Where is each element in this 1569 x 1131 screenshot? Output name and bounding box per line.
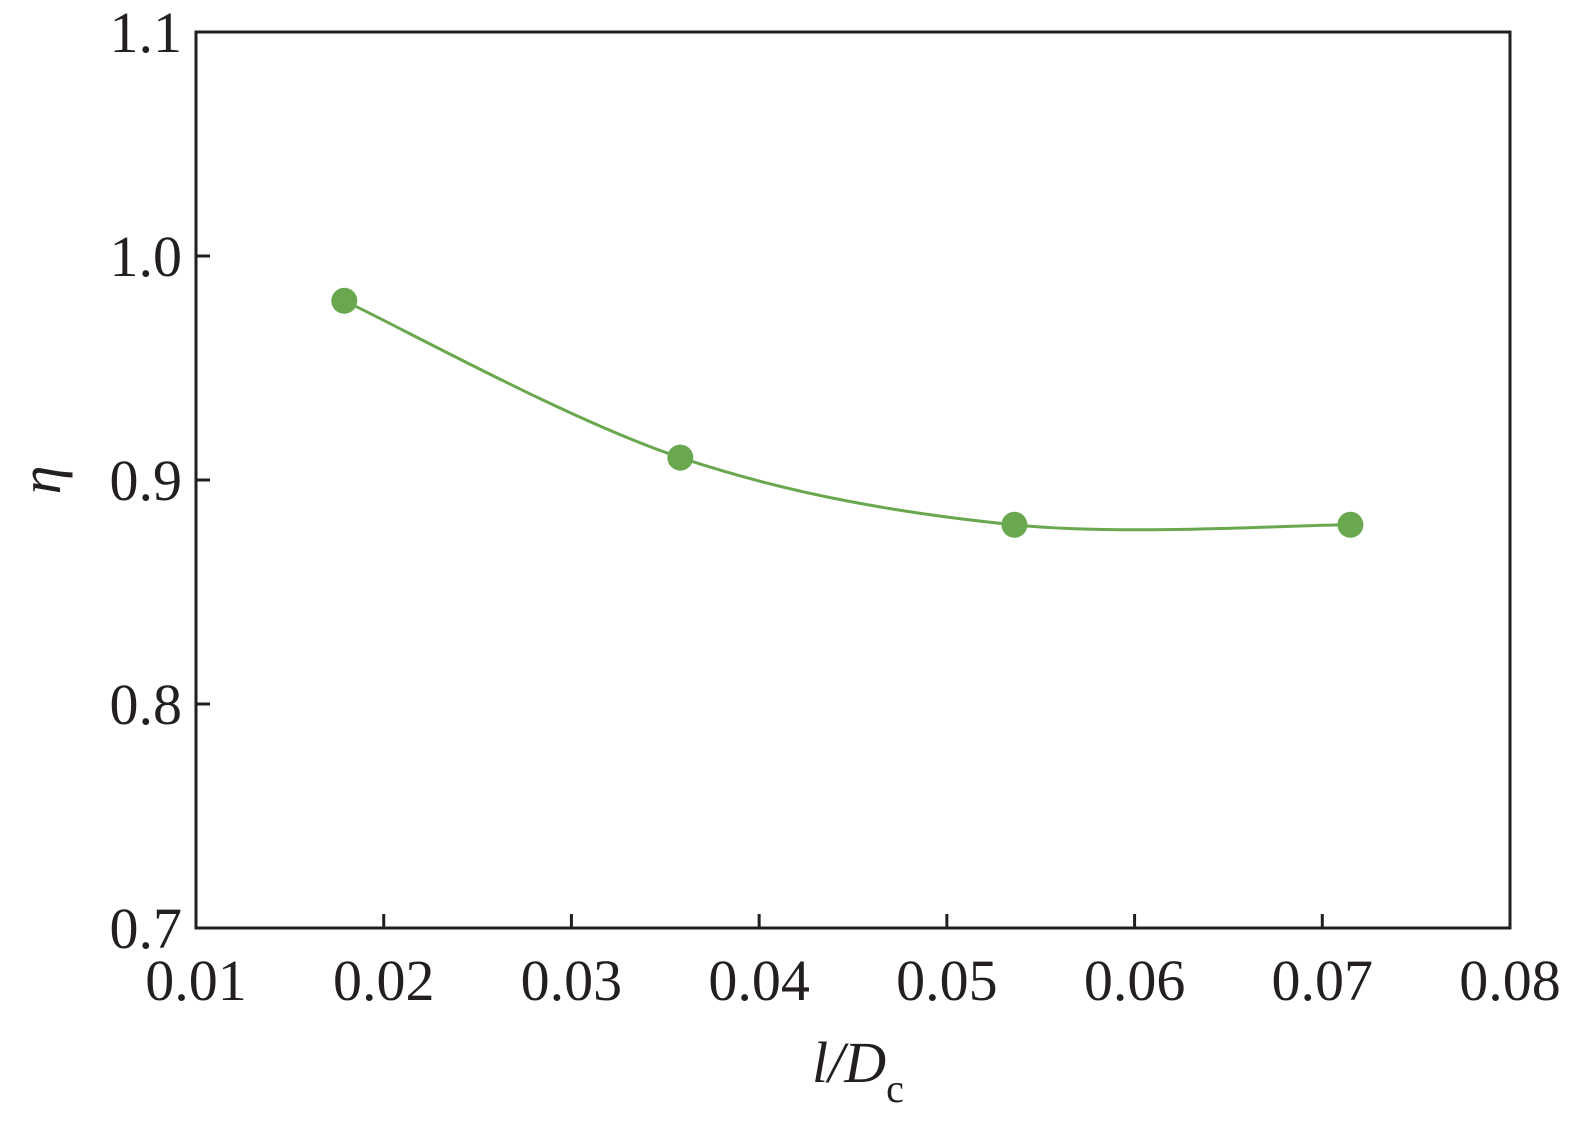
x-axis-label: l/Dc (812, 1030, 904, 1111)
data-point (667, 444, 694, 471)
y-tick-label: 1.1 (110, 0, 183, 65)
x-tick-label: 0.01 (145, 948, 247, 1013)
y-tick-label: 1.0 (110, 224, 183, 289)
x-tick-label: 0.04 (708, 948, 810, 1013)
x-axis-label-sub: c (886, 1066, 904, 1111)
x-tick-label: 0.05 (896, 948, 998, 1013)
plot-frame (194, 30, 1512, 930)
y-tick-label: 0.9 (110, 448, 183, 513)
x-tick-label: 0.03 (521, 948, 623, 1013)
x-tick-label: 0.07 (1272, 948, 1374, 1013)
x-tick-label: 0.08 (1459, 948, 1561, 1013)
y-axis-label: η (8, 466, 73, 495)
data-point (1337, 511, 1364, 538)
y-tick-label: 0.8 (110, 672, 183, 737)
data-point (331, 287, 358, 314)
data-line (343, 299, 1351, 532)
x-tick-label: 0.02 (333, 948, 435, 1013)
x-axis-label-main: l/D (812, 1030, 886, 1095)
data-point (1001, 511, 1028, 538)
x-tick-label: 0.06 (1084, 948, 1186, 1013)
y-tick-label: 0.7 (110, 896, 183, 961)
